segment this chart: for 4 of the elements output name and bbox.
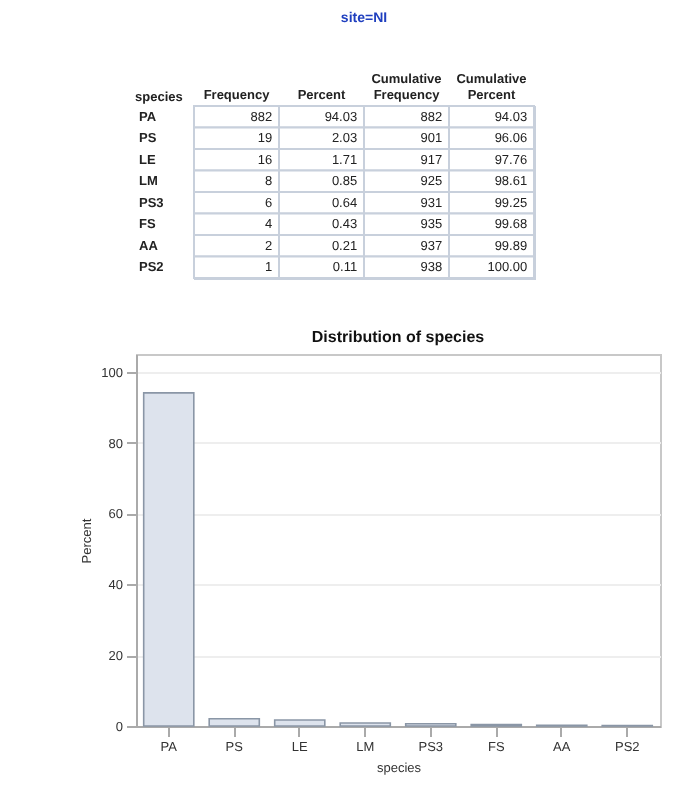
chart-title: Distribution of species: [311, 328, 486, 346]
bar: [273, 719, 326, 727]
bar: [208, 718, 261, 727]
bar: [142, 392, 195, 727]
